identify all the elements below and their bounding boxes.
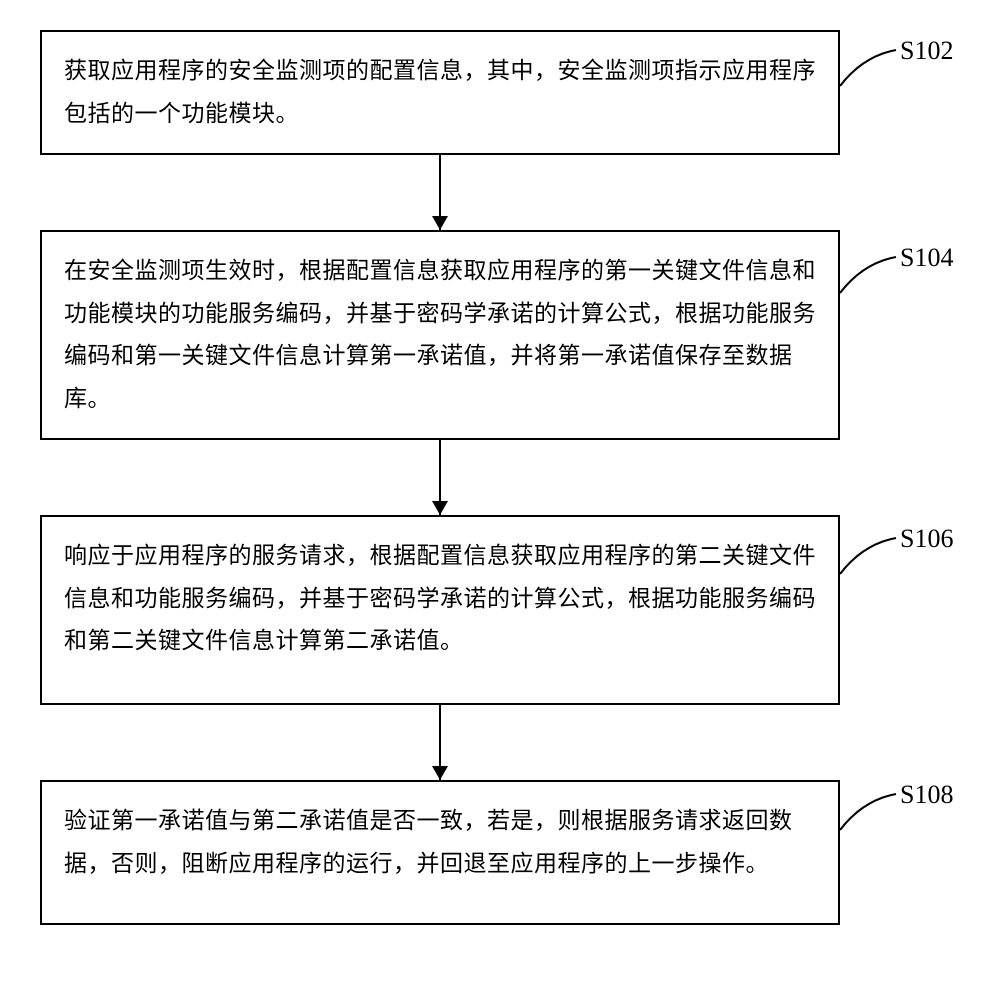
step-label-s102: S102 xyxy=(900,36,953,66)
step-box-s108: 验证第一承诺值与第二承诺值是否一致，若是，则根据服务请求返回数据，否则，阻断应用… xyxy=(40,780,840,925)
flowchart-container: 获取应用程序的安全监测项的配置信息，其中，安全监测项指示应用程序包括的一个功能模… xyxy=(40,30,940,925)
arrow-head-3 xyxy=(432,766,448,780)
step-box-s104: 在安全监测项生效时，根据配置信息获取应用程序的第一关键文件信息和功能模块的功能服… xyxy=(40,230,840,440)
step-text-s102: 获取应用程序的安全监测项的配置信息，其中，安全监测项指示应用程序包括的一个功能模… xyxy=(64,50,816,135)
step-text-s106: 响应于应用程序的服务请求，根据配置信息获取应用程序的第二关键文件信息和功能服务编… xyxy=(64,535,816,663)
connector-1 xyxy=(40,155,840,230)
arrow-head-2 xyxy=(432,501,448,515)
arrow-head-1 xyxy=(432,216,448,230)
connector-3 xyxy=(40,705,840,780)
step-text-s104: 在安全监测项生效时，根据配置信息获取应用程序的第一关键文件信息和功能模块的功能服… xyxy=(64,250,816,420)
step-box-s102: 获取应用程序的安全监测项的配置信息，其中，安全监测项指示应用程序包括的一个功能模… xyxy=(40,30,840,155)
step-text-s108: 验证第一承诺值与第二承诺值是否一致，若是，则根据服务请求返回数据，否则，阻断应用… xyxy=(64,800,816,885)
step-box-s106: 响应于应用程序的服务请求，根据配置信息获取应用程序的第二关键文件信息和功能服务编… xyxy=(40,515,840,705)
step-label-s108: S108 xyxy=(900,780,953,810)
step-label-s106: S106 xyxy=(900,524,953,554)
connector-2 xyxy=(40,440,840,515)
step-label-s104: S104 xyxy=(900,243,953,273)
